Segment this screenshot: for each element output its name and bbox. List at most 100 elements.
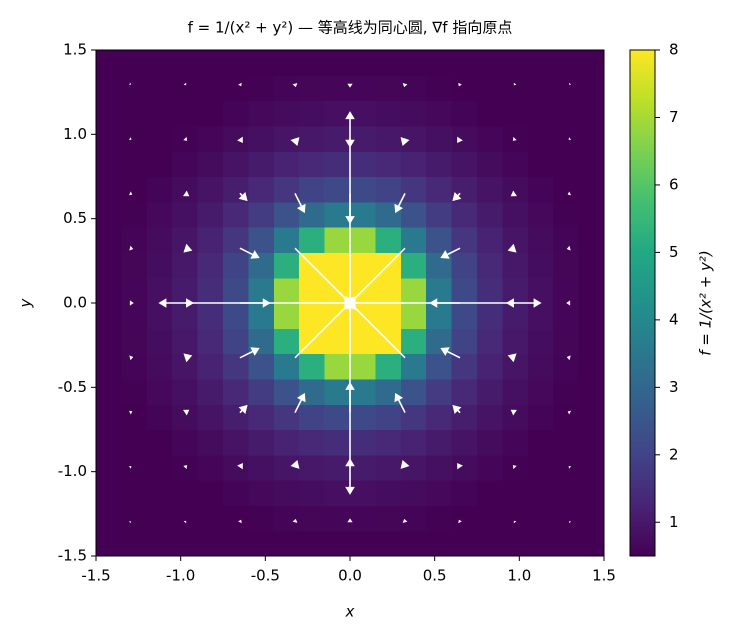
quiver-arrow <box>440 247 461 259</box>
heat-cell <box>197 454 224 481</box>
heat-cell <box>375 429 402 456</box>
heat-cell <box>527 227 554 253</box>
heat-cell <box>121 480 148 506</box>
heat-cell <box>527 151 554 178</box>
heat-cell <box>172 151 199 178</box>
heat-cell <box>426 530 453 557</box>
heat-cell <box>426 505 453 532</box>
heat-cell <box>502 75 529 102</box>
heat-cell <box>451 201 478 228</box>
quiver-arrow <box>128 410 133 415</box>
heat-cell <box>375 530 402 557</box>
heat-cell <box>375 378 402 405</box>
heat-cell <box>197 75 224 102</box>
heat-cell <box>299 50 326 76</box>
heat-cell <box>248 480 275 506</box>
heat-cell <box>553 530 580 557</box>
heat-cell <box>502 100 529 127</box>
heat-cell <box>527 480 554 506</box>
x-tick-label: -1.0 <box>166 567 195 585</box>
heat-cell <box>553 50 580 76</box>
quiver-arrow <box>568 137 572 140</box>
heat-cell <box>146 480 173 506</box>
heat-cell <box>197 277 224 304</box>
heat-cell <box>324 454 351 481</box>
heat-cell <box>172 429 199 456</box>
heat-cell <box>197 100 224 127</box>
quiver-arrow <box>294 392 306 413</box>
heat-cell <box>502 227 529 253</box>
heat-cell <box>121 227 148 253</box>
heat-cell <box>248 530 275 557</box>
heat-cell <box>426 404 453 431</box>
quiver-arrow <box>510 190 517 197</box>
heat-cell <box>553 176 580 203</box>
colorbar-tick-label: 1 <box>669 513 679 531</box>
heat-cell <box>553 303 580 329</box>
colorbar-tick-label: 7 <box>669 108 679 126</box>
heat-cell <box>172 50 199 76</box>
heat-cell <box>527 530 554 557</box>
heat-cell <box>426 201 453 228</box>
heat-cell <box>451 454 478 481</box>
quiver-arrow <box>394 392 406 413</box>
heat-cell <box>451 252 478 279</box>
heat-cell <box>578 201 605 228</box>
heat-cell <box>324 75 351 102</box>
heat-cell <box>96 429 122 456</box>
heat-cell <box>578 429 605 456</box>
heat-cell <box>223 303 249 329</box>
heat-cell <box>375 125 402 152</box>
heat-cell <box>400 404 427 431</box>
heat-cell <box>553 480 580 506</box>
heat-cell <box>426 454 453 481</box>
quiver-arrow <box>400 137 410 146</box>
heat-cell <box>451 328 478 355</box>
heat-cell <box>477 227 503 253</box>
quiver-arrow <box>458 519 462 524</box>
heat-cell <box>578 100 605 127</box>
heat-cell <box>451 429 478 456</box>
quiver-arrow <box>292 518 298 523</box>
quiver-arrow <box>402 518 408 523</box>
quiver-arrow <box>294 296 357 359</box>
quiver-arrow <box>569 521 572 524</box>
quiver-arrow <box>345 193 355 225</box>
heat-cell <box>172 505 199 532</box>
heat-cell <box>273 454 300 481</box>
heat-cell <box>350 50 376 76</box>
heat-cell <box>223 454 249 481</box>
heat-cell <box>197 378 224 405</box>
heat-cell <box>502 454 529 481</box>
heat-cell <box>451 100 478 127</box>
heat-cell <box>172 176 199 203</box>
heat-cell <box>350 530 376 557</box>
heat-cell <box>273 252 300 279</box>
heat-cell <box>172 404 199 431</box>
heat-cell <box>324 530 351 557</box>
heat-cell <box>96 151 122 178</box>
quiver-arrow <box>290 460 300 469</box>
quiver-arrow <box>510 409 517 416</box>
heat-cell <box>197 429 224 456</box>
quiver-arrow <box>566 245 571 251</box>
heat-cell <box>121 404 148 431</box>
heat-cell <box>273 505 300 532</box>
quiver-arrow <box>345 111 355 358</box>
heat-cell <box>197 404 224 431</box>
heat-cell <box>197 328 224 355</box>
heat-cell <box>197 353 224 380</box>
quiver-arrow <box>507 353 517 363</box>
quiver-arrow <box>128 191 133 196</box>
heat-cell <box>197 303 224 329</box>
heat-cell <box>578 227 605 253</box>
heat-cell <box>527 176 554 203</box>
heat-cell <box>527 100 554 127</box>
quiver-arrow <box>568 466 572 469</box>
heat-cell <box>223 201 249 228</box>
heat-cell <box>375 353 402 380</box>
quiver-arrow <box>128 137 132 140</box>
heat-cell <box>578 353 605 380</box>
heat-cell <box>502 378 529 405</box>
